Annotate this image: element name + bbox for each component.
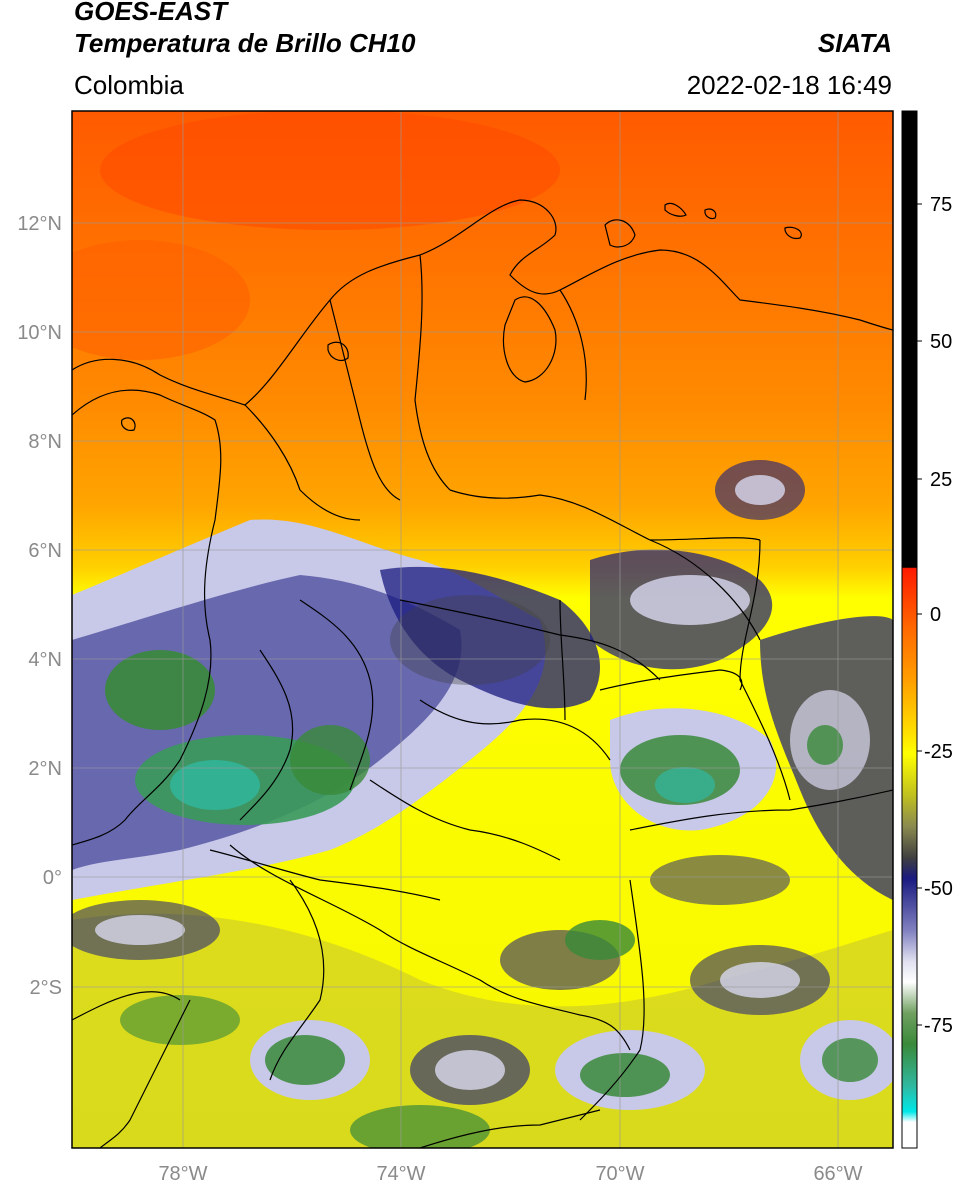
brightness-field — [72, 111, 893, 1148]
lat-tick-label: 2°N — [28, 758, 62, 780]
colorbar-tick-label: 75 — [930, 194, 952, 216]
map-frame — [71, 110, 894, 1149]
colorbar-gradient — [901, 110, 918, 1149]
lat-tick-label: 12°N — [17, 213, 62, 235]
lon-tick-label: 74°W — [376, 1163, 425, 1185]
lat-tick-label: 10°N — [17, 322, 62, 344]
lon-tick-label: 66°W — [813, 1163, 862, 1185]
colorbar-tick-label: 0 — [930, 604, 941, 626]
satellite-label: GOES-EAST — [74, 0, 228, 26]
lat-tick-label: 8°N — [28, 431, 62, 453]
lat-tick-label: 4°N — [28, 649, 62, 671]
colorbar-tick-label: -25 — [924, 741, 953, 763]
graticule — [72, 111, 893, 1148]
lon-tick-label: 70°W — [595, 1163, 644, 1185]
product-title: Temperatura de Brillo CH10 — [74, 28, 416, 58]
organization-label: SIATA — [817, 28, 892, 58]
colorbar-tick-label: -50 — [924, 878, 953, 900]
lat-tick-label: 0° — [43, 867, 62, 889]
colorbar-tick-label: 50 — [930, 331, 952, 353]
region-label: Colombia — [74, 70, 184, 100]
lat-tick-label: 2°S — [30, 977, 62, 999]
lat-tick-label: 6°N — [28, 540, 62, 562]
latitude-axis: 12°N 10°N 8°N 6°N 4°N 2°N 0° 2°S — [17, 213, 62, 999]
longitude-axis: 78°W 74°W 70°W 66°W — [158, 1163, 862, 1185]
lon-tick-label: 78°W — [158, 1163, 207, 1185]
colorbar: 75 50 25 0 -25 -50 -75 — [901, 110, 953, 1149]
coastlines-borders — [72, 199, 893, 1148]
colorbar-tick-label: -75 — [924, 1015, 953, 1037]
timestamp-label: 2022-02-18 16:49 — [686, 70, 892, 100]
colorbar-tick-label: 25 — [930, 469, 952, 491]
